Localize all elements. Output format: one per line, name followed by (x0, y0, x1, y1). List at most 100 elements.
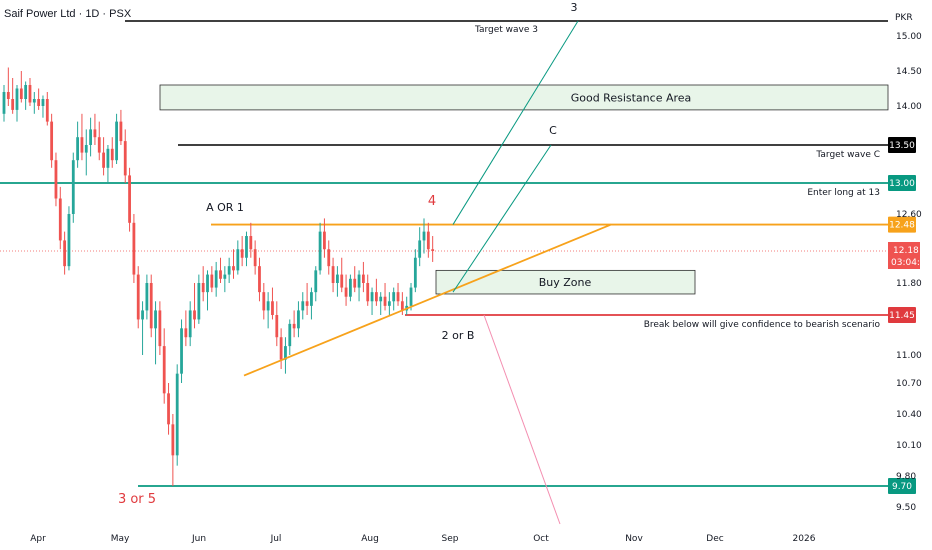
level-note-targetC: Target wave C (815, 150, 880, 160)
candle-body (288, 323, 292, 347)
candle-body (374, 292, 378, 302)
candle-body (331, 266, 335, 283)
price-tick-label: 14.00 (896, 102, 922, 112)
candle-body (284, 346, 287, 360)
candle-body (266, 301, 270, 311)
level-tag-value-targetC: 13.50 (889, 141, 915, 151)
horizontal-levels: Target wave 3 Target wave C 13.50 Enter lon… (0, 20, 916, 494)
candle-body (149, 283, 153, 329)
candle-body (370, 292, 374, 302)
candle-body (314, 270, 318, 293)
wave-3-or-5-label: 3 or 5 (118, 492, 156, 507)
price-tick-label: 9.50 (896, 503, 916, 513)
candle-body (323, 231, 326, 250)
candle-body (58, 198, 62, 241)
candle-body (366, 283, 370, 302)
price-tick-label: 14.50 (896, 67, 922, 77)
candle-body (63, 240, 67, 267)
time-tick-label: Jul (270, 534, 282, 544)
zones-layer: Good Resistance Area Buy Zone (159, 84, 889, 295)
candle-body (128, 175, 131, 223)
time-tick-label: 2026 (793, 534, 816, 544)
good-resistance-label: Good Resistance Area (571, 91, 692, 104)
candle-body (37, 99, 41, 106)
buy-zone[interactable] (435, 269, 696, 295)
current-price-value: 12.18 (893, 246, 919, 256)
candle-body (297, 310, 300, 329)
candle-body (197, 283, 201, 320)
level-tag-low970 (888, 478, 916, 494)
candle-body (167, 393, 170, 425)
price-tick-label: 15.00 (896, 32, 922, 42)
candle-body (258, 266, 261, 293)
candle-body (106, 148, 110, 168)
candle-body (188, 310, 192, 338)
level-tag-targetC (888, 137, 916, 153)
candle-body (102, 152, 105, 168)
price-tick-label: 11.00 (896, 351, 922, 361)
level-tag-enter13 (888, 175, 916, 191)
candle-body (249, 236, 253, 250)
wave-labels: 3 C A OR 1 4 2 or B 3 or 5 (118, 1, 578, 507)
currency-label: PKR (895, 13, 913, 23)
wave-3-top-label: 3 (571, 1, 578, 14)
candle-body (89, 129, 92, 145)
candle-body (97, 137, 101, 153)
candle-body (6, 92, 10, 99)
candle-body (32, 99, 36, 103)
candle-body (145, 283, 149, 311)
candle-body (413, 257, 417, 288)
candle-body (184, 328, 188, 338)
candle-body (223, 274, 227, 279)
candle-body (171, 424, 175, 456)
candle-body (232, 266, 235, 271)
wave-3-projection-line (452, 20, 579, 225)
good-resistance-zone[interactable] (159, 84, 889, 111)
candle-body (292, 323, 296, 329)
wave-c-label: C (549, 124, 557, 137)
candle-body (271, 301, 274, 315)
time-axis[interactable]: Apr May Jun Jul Aug Sep Oct Nov Dec 2026 (30, 534, 816, 544)
price-axis[interactable]: PKR 15.00 14.50 14.00 12.60 11.80 11.00 10.70 1… (895, 13, 922, 513)
price-tick-label: 9.80 (896, 472, 916, 482)
level-tag-value-res1248: 12.48 (889, 221, 915, 231)
level-note-break1145: Break below will give confidence to bear… (644, 320, 881, 330)
candle-body (15, 88, 19, 110)
candle-body (279, 337, 283, 360)
candle-body (180, 328, 183, 374)
wave-a-or-1-label: A OR 1 (206, 201, 244, 214)
candle-body (361, 274, 365, 283)
wave-c-projection-line (452, 144, 552, 293)
current-price-tag (888, 242, 920, 269)
candle-body (93, 129, 97, 138)
level-tag-value-enter13: 13.00 (889, 179, 915, 189)
price-tags: 12.18 03:04:42 (888, 242, 931, 269)
candle-body (175, 373, 179, 456)
candle-body (236, 249, 240, 271)
candle-body (400, 301, 404, 311)
candle-body (240, 249, 244, 258)
candle-body (357, 274, 361, 288)
candle-body (41, 99, 45, 106)
candle-body (24, 85, 28, 99)
price-tick-label: 10.70 (896, 379, 922, 389)
candle-body (387, 301, 391, 306)
candle-body (431, 249, 435, 251)
candle-body (50, 121, 54, 161)
price-tick-label: 10.40 (896, 410, 922, 420)
symbol-legend[interactable]: Saif Power Ltd · 1D · PSX (4, 8, 132, 20)
candle-body (383, 296, 387, 306)
candle-body (132, 222, 136, 275)
candle-body (219, 270, 222, 279)
candle-body (327, 249, 331, 267)
candle-body (141, 310, 144, 320)
level-note-enter13: Enter long at 13 (807, 188, 880, 198)
level-note-target3: Target wave 3 (474, 25, 538, 35)
time-tick-label: Dec (706, 534, 723, 544)
candle-body (305, 301, 309, 306)
time-tick-label: Aug (361, 534, 379, 544)
drawings (243, 20, 612, 525)
level-tag-value-break1145: 11.45 (889, 311, 915, 321)
